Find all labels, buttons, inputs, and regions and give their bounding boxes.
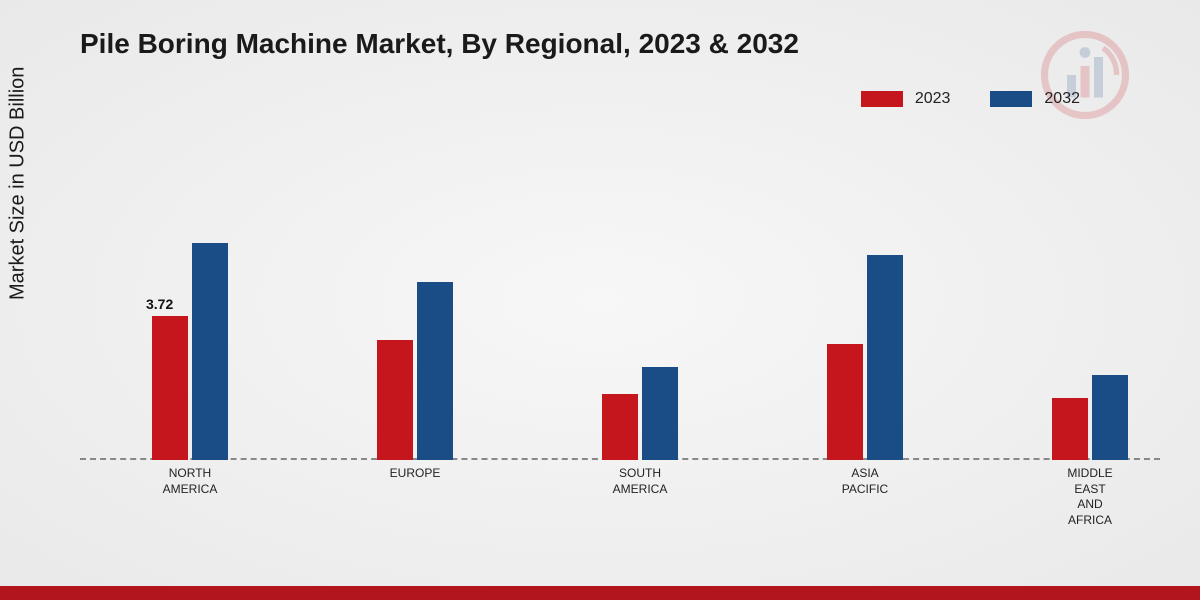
legend-swatch-2032 xyxy=(990,91,1032,107)
bar-group xyxy=(365,282,465,460)
bar xyxy=(867,255,903,460)
category-label: SOUTH AMERICA xyxy=(580,466,700,497)
category-label: NORTH AMERICA xyxy=(130,466,250,497)
chart-canvas: Pile Boring Machine Market, By Regional,… xyxy=(0,0,1200,600)
legend-label-2032: 2032 xyxy=(1044,90,1080,108)
bar xyxy=(642,367,678,460)
category-label: EUROPE xyxy=(355,466,475,482)
bar xyxy=(192,243,228,460)
legend-swatch-2023 xyxy=(861,91,903,107)
chart-title: Pile Boring Machine Market, By Regional,… xyxy=(80,28,799,60)
bar-group xyxy=(815,255,915,460)
bar xyxy=(602,394,638,460)
value-label: 3.72 xyxy=(146,296,173,312)
bar-group xyxy=(140,243,240,460)
bar-group xyxy=(590,367,690,460)
legend-item-2032: 2032 xyxy=(990,90,1080,108)
bar xyxy=(377,340,413,460)
plot-area: 3.72 xyxy=(80,150,1160,460)
legend-item-2023: 2023 xyxy=(861,90,951,108)
bar xyxy=(827,344,863,460)
category-labels: NORTH AMERICA EUROPE SOUTH AMERICA ASIA PAC… xyxy=(80,466,1160,546)
legend: 2023 2032 xyxy=(861,90,1080,108)
bar xyxy=(1052,398,1088,460)
y-axis-label: Market Size in USD Billion xyxy=(7,67,30,300)
footer-bar xyxy=(0,586,1200,600)
category-label: MIDDLE EAST AND AFRICA xyxy=(1030,466,1150,528)
bar xyxy=(1092,375,1128,460)
bar-group xyxy=(1040,375,1140,460)
category-label: ASIA PACIFIC xyxy=(805,466,925,497)
legend-label-2023: 2023 xyxy=(915,90,951,108)
bar xyxy=(417,282,453,460)
bar xyxy=(152,316,188,460)
